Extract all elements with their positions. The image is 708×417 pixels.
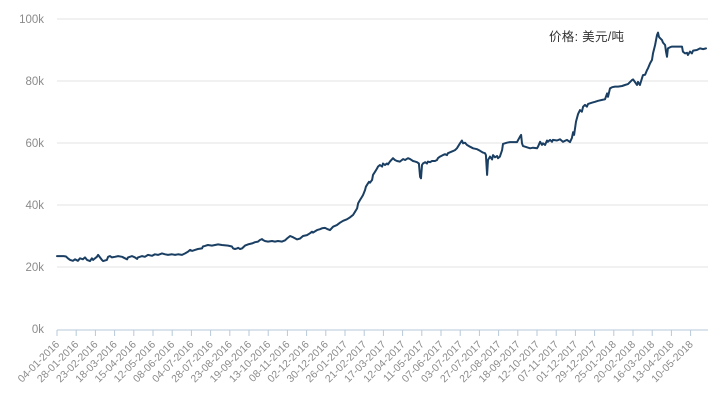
y-axis-label-60k: 60k <box>25 138 44 150</box>
chart-legend-label: 价格: 美元/吨 <box>549 30 625 44</box>
y-axis-label-40k: 40k <box>25 200 44 212</box>
y-axis-label-80k: 80k <box>25 76 44 88</box>
price-line-series <box>56 31 707 263</box>
y-axis-label-100k: 100k <box>19 14 44 26</box>
y-axis-label-0k: 0k <box>32 324 44 336</box>
y-axis-label-20k: 20k <box>25 262 44 274</box>
